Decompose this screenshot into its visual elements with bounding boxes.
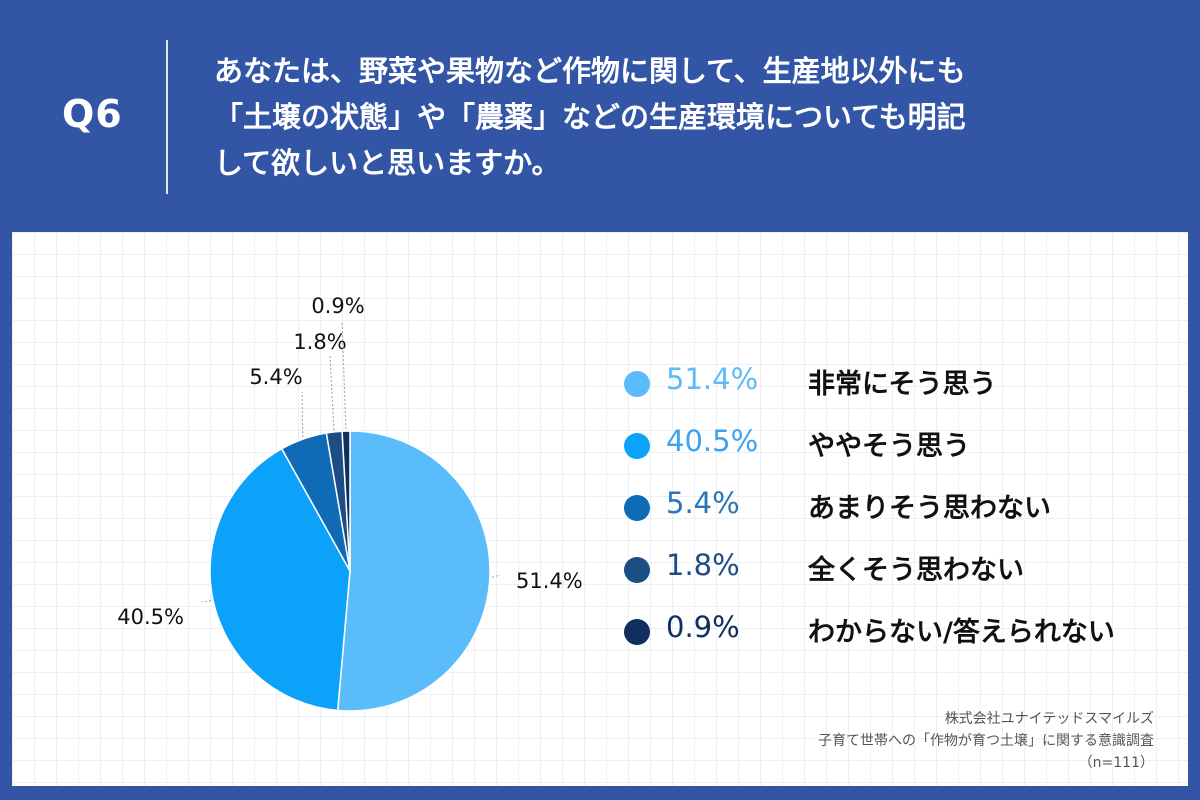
chart-panel: 51.4% 40.5% 5.4% 1.8% 0.9% 51.4% 非常にそう思う 40.… xyxy=(12,232,1188,786)
legend-item-3: 5.4% あまりそう思わない xyxy=(620,484,1180,546)
question-number: Q6 xyxy=(62,92,123,136)
data-label-3: 5.4% xyxy=(249,365,302,389)
legend-dot-2 xyxy=(624,433,650,459)
legend-value-1: 51.4% xyxy=(666,362,759,396)
source-note: 株式会社ユナイテッドスマイルズ 子育て世帯への「作物が育つ土壌」に関する意識調査… xyxy=(818,708,1154,774)
legend-dot-4 xyxy=(624,557,650,583)
pie-chart: 51.4% 40.5% 5.4% 1.8% 0.9% xyxy=(117,294,583,712)
pie-slice-1 xyxy=(336,430,491,712)
legend-item-4: 1.8% 全くそう思わない xyxy=(620,546,1180,608)
question-line-2: 「土壌の状態」や「農薬」などの生産環境についても明記 xyxy=(214,100,966,134)
legend-label-5: わからない/答えられない xyxy=(808,617,1115,648)
leader-line-2 xyxy=(201,600,212,603)
data-label-5: 0.9% xyxy=(311,294,364,318)
pie-slice-2 xyxy=(209,447,351,712)
data-label-1: 51.4% xyxy=(516,569,583,593)
legend-label-2: ややそう思う xyxy=(808,431,970,462)
legend-item-1: 51.4% 非常にそう思う xyxy=(620,360,1180,422)
legend: 51.4% 非常にそう思う 40.5% ややそう思う 5.4% あまりそう思わな… xyxy=(620,360,1180,670)
legend-value-2: 40.5% xyxy=(666,424,759,458)
source-survey: 子育て世帯への「作物が育つ土壌」に関する意識調査 xyxy=(818,733,1154,749)
legend-dot-5 xyxy=(624,619,650,645)
legend-label-1: 非常にそう思う xyxy=(808,369,997,400)
legend-item-2: 40.5% ややそう思う xyxy=(620,422,1180,484)
source-sample-size: （n=111） xyxy=(1078,755,1154,771)
question-line-3: して欲しいと思いますか。 xyxy=(214,146,561,180)
legend-dot-3 xyxy=(624,495,650,521)
legend-value-5: 0.9% xyxy=(666,610,740,644)
header-divider xyxy=(166,40,168,194)
question-line-1: あなたは、野菜や果物など作物に関して、生産地以外にも xyxy=(214,54,966,88)
legend-value-4: 1.8% xyxy=(666,548,740,582)
data-label-4: 1.8% xyxy=(293,330,346,354)
legend-item-5: 0.9% わからない/答えられない xyxy=(620,608,1180,670)
pie-slice-5 xyxy=(341,430,351,572)
legend-dot-1 xyxy=(624,371,650,397)
legend-label-4: 全くそう思わない xyxy=(808,555,1024,586)
source-company: 株式会社ユナイテッドスマイルズ xyxy=(944,711,1154,727)
header: Q6 あなたは、野菜や果物など作物に関して、生産地以外にも 「土壌の状態」や「農… xyxy=(0,0,1200,232)
leader-line-1 xyxy=(491,574,501,578)
legend-value-3: 5.4% xyxy=(666,486,740,520)
leader-line-5 xyxy=(341,321,347,430)
legend-label-3: あまりそう思わない xyxy=(808,493,1051,524)
data-label-2: 40.5% xyxy=(117,605,184,629)
leader-line-4 xyxy=(329,355,335,430)
question-text: あなたは、野菜や果物など作物に関して、生産地以外にも 「土壌の状態」や「農薬」な… xyxy=(214,48,1114,186)
leader-line-3 xyxy=(301,391,304,438)
